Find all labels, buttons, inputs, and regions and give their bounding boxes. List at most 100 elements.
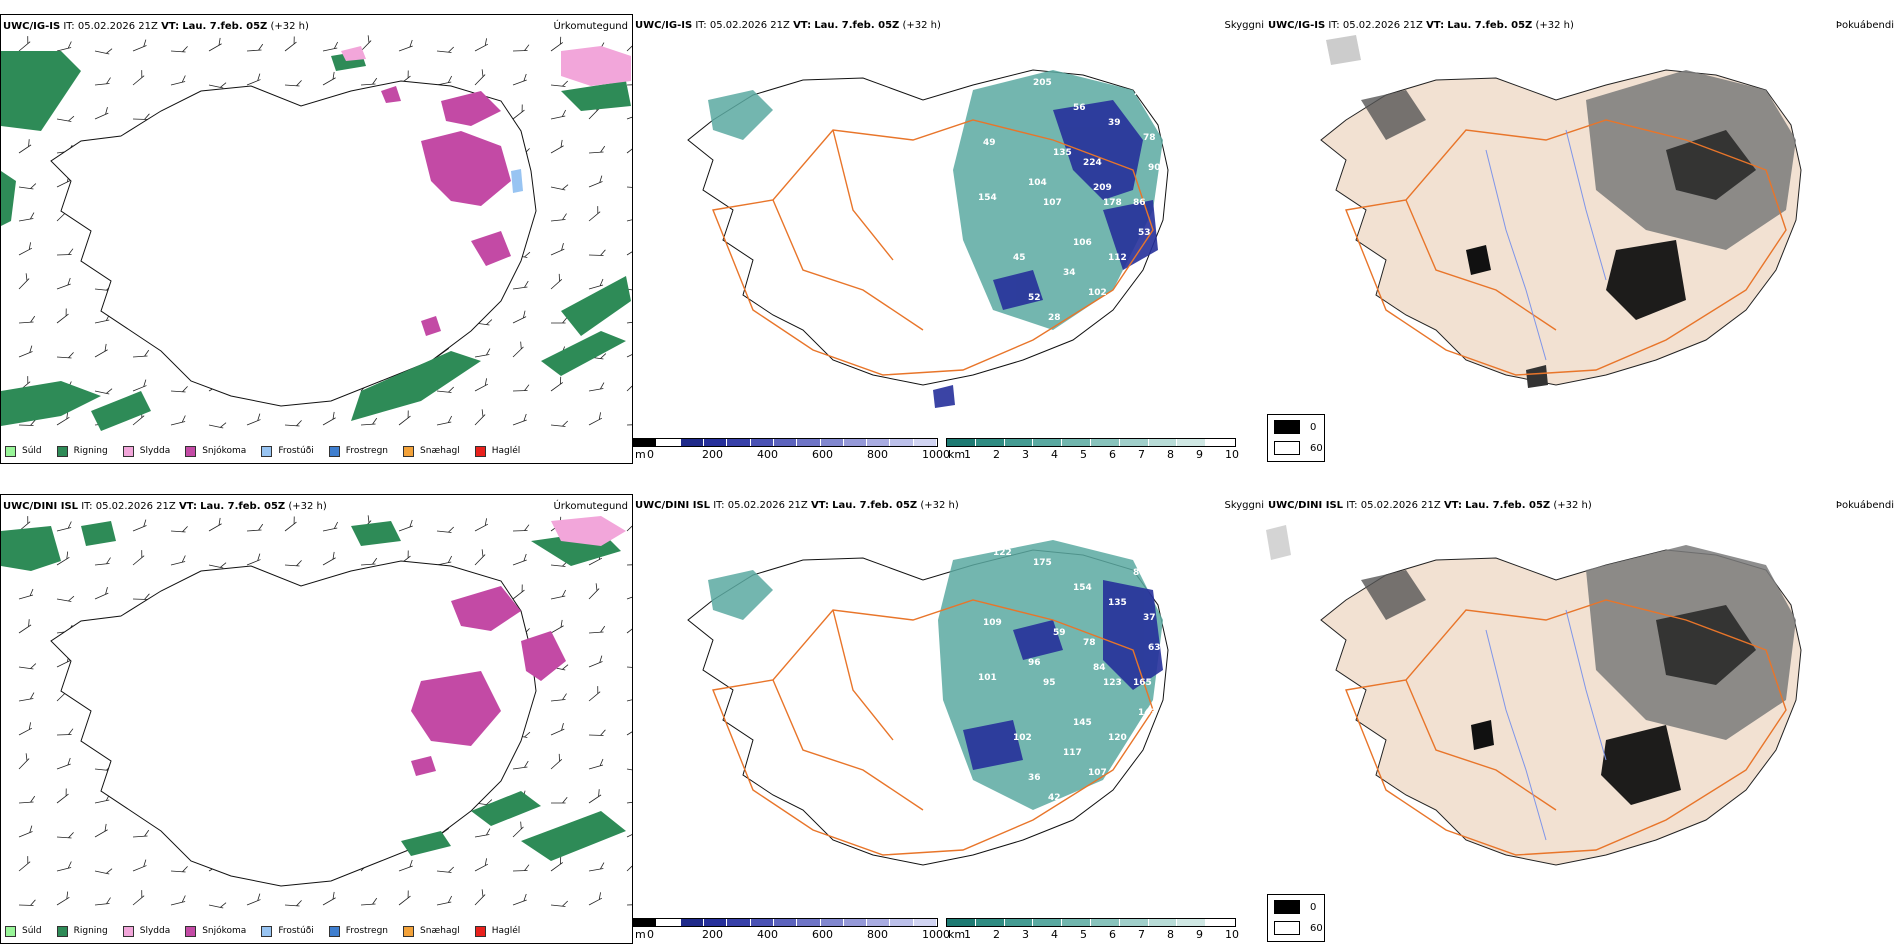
legend-item: Haglél xyxy=(474,445,521,457)
fog-high-swatch xyxy=(1274,921,1300,935)
colorbar-tick: 8 xyxy=(1167,928,1174,941)
visibility-label: 53 xyxy=(1138,228,1151,238)
colorbar-bin xyxy=(657,439,681,446)
colorbar-bin xyxy=(843,919,868,926)
legend-swatch xyxy=(403,445,415,457)
visibility-label: 39 xyxy=(1108,118,1121,128)
colorbar-tick: 7 xyxy=(1138,928,1145,941)
precip-map-row2 xyxy=(1,515,632,909)
colorbar-bin xyxy=(727,439,751,446)
colorbar-tick: 800 xyxy=(867,448,888,461)
colorbar-bin xyxy=(727,919,751,926)
fog-header-row1: UWC/IG-IS IT: 05.02.2026 21Z VT: Lau. 7.… xyxy=(1268,20,1574,31)
fog-low-swatch xyxy=(1274,420,1300,434)
colorbar-tick: 1 xyxy=(964,448,971,461)
precip-header-row1: UWC/IG-IS IT: 05.02.2026 21Z VT: Lau. 7.… xyxy=(3,21,309,32)
legend-item: Frostregn xyxy=(328,445,389,457)
colorbar-bin xyxy=(773,439,798,446)
precip-legend-row2: Súld Rigning Slydda Snjókoma Frostúði Frostre… xyxy=(5,921,535,941)
legend-label: Snjókoma xyxy=(202,926,247,936)
colorbar-bin xyxy=(1033,919,1063,926)
legend-swatch xyxy=(328,445,340,457)
colorbar-tick: 10 xyxy=(1225,448,1239,461)
visibility-label: 120 xyxy=(1108,733,1127,743)
visibility-label: 135 xyxy=(1053,148,1072,158)
legend-label: Súld xyxy=(22,926,42,936)
colorbar-tick: 6 xyxy=(1109,928,1116,941)
vis-panel-row2: UWC/DINI ISL IT: 05.02.2026 21Z VT: Lau.… xyxy=(633,494,1266,944)
iceland-outline xyxy=(50,560,537,887)
legend-label: Slydda xyxy=(139,446,171,456)
legend-item: Rigning xyxy=(56,445,108,457)
colorbar-bin xyxy=(1062,439,1091,446)
visibility-label: 70 xyxy=(1133,88,1146,98)
legend-item: Frostúði xyxy=(261,445,314,457)
colorbar-bin xyxy=(657,919,681,926)
precip-panel-row1: UWC/IG-IS IT: 05.02.2026 21Z VT: Lau. 7.… xyxy=(0,14,633,464)
legend-swatch xyxy=(261,445,273,457)
legend-label: Frostregn xyxy=(345,926,389,936)
vis-blue-areas xyxy=(963,580,1163,770)
colorbar-bin xyxy=(1033,439,1063,446)
visibility-label: 154 xyxy=(978,193,997,203)
fog-panel-row2: UWC/DINI ISL IT: 05.02.2026 21Z VT: Lau.… xyxy=(1266,494,1900,944)
colorbar-tick: 9 xyxy=(1196,448,1203,461)
visibility-label: 78 xyxy=(1143,133,1156,143)
rain-areas xyxy=(1,521,626,861)
legend-item: Frostúði xyxy=(261,925,314,937)
legend-label: Frostregn xyxy=(345,446,389,456)
legend-label: Rigning xyxy=(73,446,108,456)
legend-swatch xyxy=(185,445,197,457)
colorbar-bin xyxy=(1004,439,1034,446)
fog-map-row2 xyxy=(1266,525,1802,866)
colorbar-tick: 9 xyxy=(1196,928,1203,941)
colorbar-tick: 200 xyxy=(702,928,723,941)
colorbar-bin xyxy=(975,919,1005,926)
colorbar-tick: 10 xyxy=(1225,928,1239,941)
colorbar-tick: 0 xyxy=(647,928,654,941)
colorbar-bin xyxy=(913,439,938,446)
legend-swatch xyxy=(261,925,273,937)
visibility-label: 49 xyxy=(983,138,996,148)
visibility-label: 154 xyxy=(1073,583,1092,593)
visibility-label: 210 xyxy=(1103,323,1122,333)
visibility-label: 209 xyxy=(1093,183,1112,193)
legend-label: Haglél xyxy=(491,446,521,456)
colorbar-tick: 5 xyxy=(1080,448,1087,461)
visibility-label: 52 xyxy=(1028,293,1041,303)
legend-item: Snæhagl xyxy=(403,925,460,937)
legend-item: Snjókoma xyxy=(185,445,246,457)
visibility-label: 78 xyxy=(1083,638,1096,648)
legend-label: Rigning xyxy=(73,926,108,936)
visibility-label: 63 xyxy=(1148,643,1161,653)
legend-item: Snæhagl xyxy=(403,445,460,457)
visibility-labels: 147 205 56 39 70 78 90 135 224 209 104 107 178 86 53 10… xyxy=(978,68,1161,333)
colorbar-tick: 1 xyxy=(964,928,971,941)
vis-colorbar-row2: km 1 2 3 4 5 6 7 8 9 10 xyxy=(946,918,1246,944)
colorbar-tick: 600 xyxy=(812,928,833,941)
colorbar-bin xyxy=(703,439,728,446)
visibility-label: 147 xyxy=(1103,803,1122,813)
visibility-label: 84 xyxy=(1093,663,1106,673)
colorbar-bin xyxy=(1119,919,1149,926)
colorbar-bin xyxy=(1004,919,1034,926)
fog-grey-areas xyxy=(1266,525,1796,805)
colorbar-tick: 800 xyxy=(867,928,888,941)
visibility-label: 205 xyxy=(1033,78,1052,88)
visibility-label: 147 xyxy=(993,68,1012,78)
colorbar-tick: 4 xyxy=(1051,928,1058,941)
colorbar-tick: 3 xyxy=(1022,928,1029,941)
height-colorbar-row1: m 0 200 400 600 800 1000 xyxy=(633,438,950,464)
vis-map-row1: 147 205 56 39 70 78 90 135 224 209 104 107 178 86 53 10… xyxy=(687,68,1169,408)
legend-label: Snæhagl xyxy=(420,926,460,936)
freezing-drizzle xyxy=(511,169,523,193)
river-network xyxy=(1485,129,1607,361)
colorbar-tick: 2 xyxy=(993,448,1000,461)
fog-header-row2: UWC/DINI ISL IT: 05.02.2026 21Z VT: Lau.… xyxy=(1268,500,1592,511)
rain-areas xyxy=(1,51,631,431)
legend-item: Slydda xyxy=(122,925,170,937)
colorbar-bin xyxy=(703,919,728,926)
legend-item: Frostregn xyxy=(328,925,389,937)
colorbar-tick: 200 xyxy=(702,448,723,461)
